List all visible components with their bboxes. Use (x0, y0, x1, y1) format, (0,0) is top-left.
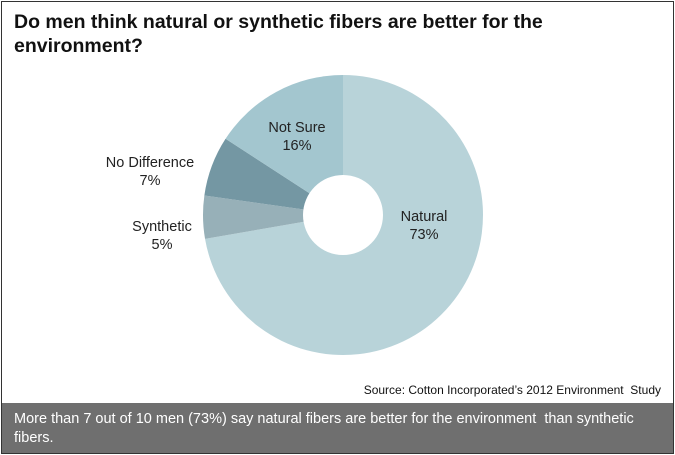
slice-label-no-difference: No Difference (106, 155, 194, 171)
slice-value-natural: 73% (409, 227, 438, 243)
slice-label-not-sure: Not Sure (268, 120, 325, 136)
donut-hole (303, 175, 383, 255)
footer-caption: More than 7 out of 10 men (73%) say natu… (2, 403, 673, 453)
slice-not-sure (225, 75, 343, 215)
donut-chart: Natural 73% Synthetic 5% No Difference 7% Not … (106, 75, 483, 355)
slice-value-not-sure: 16% (282, 138, 311, 154)
slice-value-no-difference: 7% (140, 173, 161, 189)
slice-label-synthetic: Synthetic (132, 219, 192, 235)
source-note: Source: Cotton Incorporated’s 2012 Envir… (363, 383, 661, 397)
slice-value-synthetic: 5% (152, 237, 173, 253)
slice-label-natural: Natural (401, 209, 448, 225)
chart-title: Do men think natural or synthetic fibers… (14, 11, 543, 57)
slice-synthetic (202, 195, 343, 239)
